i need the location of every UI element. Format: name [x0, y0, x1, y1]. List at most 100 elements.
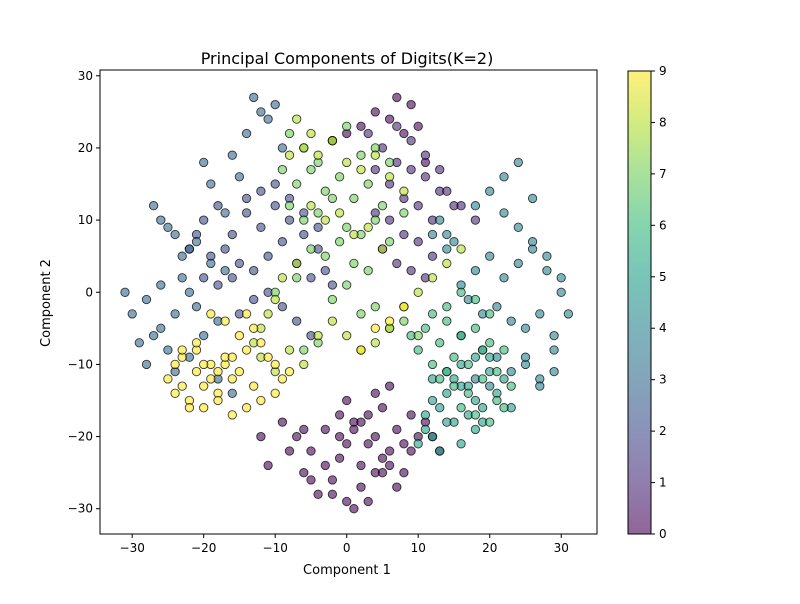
- data-point: [249, 381, 259, 391]
- data-point: [449, 352, 459, 362]
- data-point: [277, 237, 288, 247]
- data-point: [463, 359, 473, 370]
- data-point: [306, 201, 316, 211]
- series-8: [249, 114, 466, 377]
- colorbar-gradient: [627, 70, 652, 535]
- data-point: [406, 164, 416, 175]
- data-point: [206, 179, 216, 189]
- data-point: [199, 381, 209, 391]
- data-point: [370, 323, 380, 333]
- data-point: [399, 208, 409, 218]
- data-point: [384, 316, 395, 326]
- y-axis-label: Component 2: [39, 259, 54, 347]
- data-point: [263, 460, 273, 471]
- data-point: [170, 388, 180, 398]
- data-point: [199, 215, 209, 225]
- data-point: [127, 309, 137, 319]
- data-point: [342, 439, 352, 449]
- data-point: [148, 201, 159, 211]
- data-point: [499, 403, 509, 413]
- data-point: [334, 208, 345, 218]
- data-point: [442, 186, 452, 196]
- data-point: [542, 265, 552, 276]
- data-point: [442, 229, 452, 240]
- data-point: [527, 193, 538, 204]
- data-point: [256, 431, 266, 442]
- series-6: [406, 287, 516, 427]
- x-tick-label: 30: [554, 541, 569, 555]
- data-point: [177, 381, 187, 391]
- data-point: [349, 504, 359, 514]
- y-tick-label: −20: [68, 430, 93, 444]
- data-point: [427, 251, 438, 261]
- y-tick-label: 10: [78, 213, 93, 227]
- data-point: [384, 446, 395, 456]
- data-point: [513, 222, 523, 232]
- colorbar-tick-label: 2: [659, 424, 667, 438]
- data-point: [306, 273, 316, 283]
- data-point: [485, 338, 495, 348]
- x-tick-label: −20: [191, 541, 216, 555]
- data-point: [227, 352, 237, 362]
- data-point: [284, 366, 295, 377]
- data-point: [413, 237, 423, 247]
- data-point: [427, 273, 438, 283]
- data-point: [549, 366, 559, 377]
- data-point: [456, 201, 466, 211]
- data-point: [349, 424, 359, 435]
- data-point: [284, 446, 295, 456]
- data-point: [320, 251, 330, 261]
- data-point: [413, 330, 423, 341]
- data-point: [213, 366, 223, 377]
- data-point: [470, 215, 481, 225]
- data-point: [141, 294, 152, 305]
- data-point: [327, 489, 338, 499]
- data-point: [499, 374, 509, 384]
- data-point: [399, 316, 409, 326]
- data-point: [527, 237, 538, 247]
- data-point: [313, 208, 323, 218]
- data-point: [191, 366, 202, 377]
- data-point: [184, 403, 195, 413]
- data-point: [299, 215, 309, 225]
- data-point: [377, 468, 388, 478]
- y-tick-label: 20: [78, 141, 93, 155]
- data-point: [342, 496, 352, 507]
- data-point: [334, 172, 345, 182]
- series-3: [120, 92, 288, 398]
- data-point: [284, 128, 295, 139]
- data-point: [234, 366, 245, 377]
- data-point: [406, 265, 416, 276]
- data-point: [435, 446, 445, 456]
- data-point: [270, 359, 280, 370]
- data-point: [420, 424, 431, 435]
- data-point: [292, 258, 302, 269]
- data-point: [435, 164, 445, 175]
- data-point: [399, 302, 409, 312]
- data-point: [563, 309, 574, 319]
- y-tick-label: 0: [85, 285, 93, 299]
- chart-title: Principal Components of Digits(K=2): [201, 49, 494, 68]
- y-tick-label: −30: [68, 502, 93, 516]
- data-point: [456, 244, 466, 254]
- data-point: [413, 345, 423, 355]
- colorbar: 0 1 2 3 4 5 6 7 8 9: [627, 64, 667, 541]
- data-point: [363, 265, 373, 276]
- data-point: [284, 215, 295, 225]
- data-point: [356, 164, 366, 175]
- data-point: [320, 460, 330, 471]
- data-point: [420, 172, 431, 182]
- data-point: [256, 186, 266, 196]
- data-point: [327, 475, 338, 485]
- data-point: [299, 468, 309, 478]
- data-point: [370, 164, 380, 175]
- data-point: [313, 222, 323, 232]
- data-point: [313, 330, 323, 341]
- data-point: [320, 186, 330, 196]
- data-point: [456, 439, 466, 449]
- data-point: [520, 323, 531, 333]
- data-point: [435, 338, 445, 348]
- data-point: [342, 395, 352, 406]
- data-point: [392, 482, 402, 492]
